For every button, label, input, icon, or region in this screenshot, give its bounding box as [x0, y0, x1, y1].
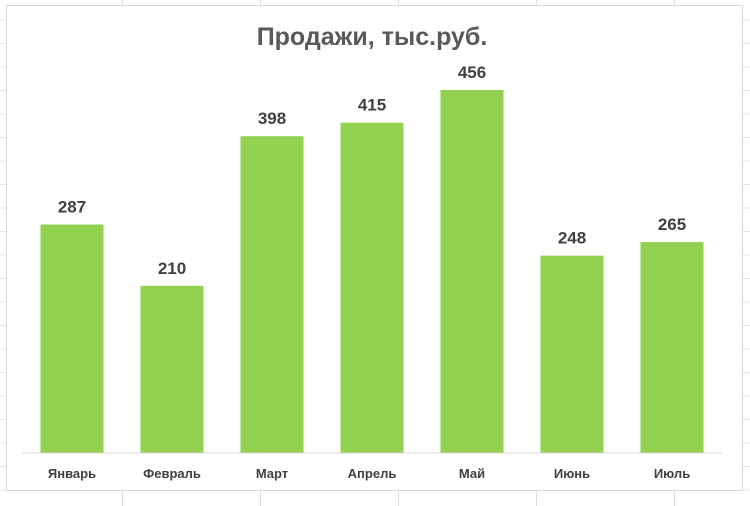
bar-5[interactable] [440, 90, 504, 453]
bar-1[interactable] [40, 224, 104, 454]
category-label-4: Апрель [348, 466, 397, 481]
bar-3[interactable] [240, 136, 304, 453]
bar-7[interactable] [640, 242, 704, 453]
bar-4[interactable] [340, 122, 404, 453]
data-label-5: 456 [458, 63, 486, 82]
category-label-6: Июнь [554, 466, 590, 481]
category-label-3: Март [256, 466, 288, 481]
category-label-7: Июль [654, 466, 690, 481]
category-label-5: Май [459, 466, 485, 481]
bar-6[interactable] [540, 255, 604, 453]
data-label-1: 287 [58, 198, 86, 217]
data-label-7: 265 [658, 215, 686, 234]
data-label-6: 248 [558, 229, 586, 248]
data-label-4: 415 [358, 96, 386, 115]
category-label-2: Февраль [143, 466, 201, 481]
data-label-2: 210 [158, 259, 186, 278]
data-labels-group: 287 210 398 415 456 248 265 [58, 63, 686, 278]
category-label-1: Январь [48, 466, 96, 481]
chart-title: Продажи, тыс.руб. [257, 23, 488, 51]
data-label-3: 398 [258, 109, 286, 128]
bar-2[interactable] [140, 285, 204, 453]
category-axis-labels: Январь Февраль Март Апрель Май Июнь Июль [48, 466, 690, 481]
bars-group [40, 90, 704, 454]
